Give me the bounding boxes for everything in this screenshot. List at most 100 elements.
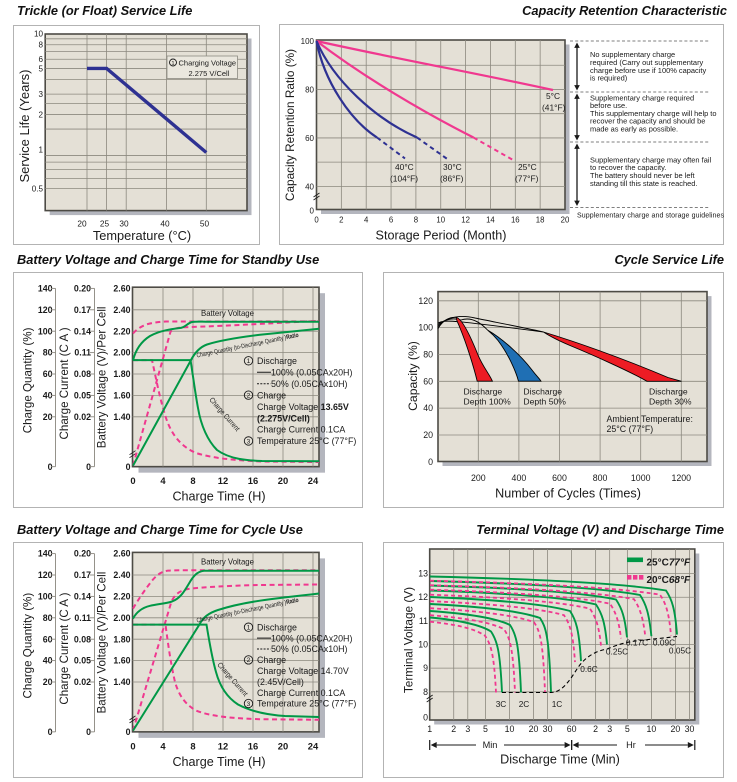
svg-text:24: 24 [308, 740, 319, 751]
svg-text:16: 16 [248, 475, 258, 486]
svg-text:This supplementary charge will: This supplementary charge will help to [590, 109, 717, 118]
svg-text:13: 13 [418, 569, 428, 579]
svg-text:2.20: 2.20 [113, 326, 130, 336]
svg-text:20: 20 [43, 412, 53, 422]
svg-text:100: 100 [38, 592, 53, 602]
svg-text:Discharge Time (Min): Discharge Time (Min) [500, 753, 620, 767]
svg-text:2: 2 [247, 392, 251, 399]
svg-text:5: 5 [625, 724, 630, 734]
svg-text:Charge Quantity (%): Charge Quantity (%) [22, 327, 35, 433]
svg-text:Charging Voltage: Charging Voltage [179, 58, 237, 67]
svg-text:50% (0.05CAx10H): 50% (0.05CAx10H) [271, 644, 348, 654]
svg-text:3: 3 [465, 724, 470, 734]
svg-text:(86°F): (86°F) [440, 174, 464, 184]
svg-text:120: 120 [38, 570, 53, 580]
svg-text:Battery Voltage (V)/Per Cell: Battery Voltage (V)/Per Cell [96, 572, 109, 714]
svg-text:14: 14 [486, 216, 495, 225]
svg-text:Charge Quantity (%): Charge Quantity (%) [22, 593, 35, 699]
svg-text:0.02: 0.02 [74, 677, 91, 687]
svg-text:80: 80 [423, 349, 433, 359]
svg-text:60: 60 [43, 369, 53, 379]
svg-text:0: 0 [126, 462, 131, 472]
svg-text:Temperature 25°C (77°F): Temperature 25°C (77°F) [257, 436, 356, 446]
svg-text:20: 20 [278, 740, 288, 751]
svg-text:1.80: 1.80 [113, 369, 130, 379]
svg-text:30: 30 [543, 724, 553, 734]
svg-text:Depth 100%: Depth 100% [464, 396, 512, 406]
svg-text:(2.45V/Cell): (2.45V/Cell) [257, 677, 304, 687]
svg-text:0: 0 [130, 475, 135, 486]
svg-text:2.60: 2.60 [113, 284, 130, 294]
svg-text:25°C77°F: 25°C77°F [647, 558, 691, 569]
svg-text:Hr: Hr [626, 740, 636, 750]
svg-text:20: 20 [77, 219, 87, 229]
svg-text:2: 2 [38, 111, 43, 120]
svg-text:20: 20 [423, 430, 433, 440]
svg-text:1.60: 1.60 [113, 391, 130, 401]
svg-text:800: 800 [593, 473, 608, 483]
svg-text:0.11: 0.11 [74, 613, 91, 623]
svg-text:0.25C: 0.25C [606, 647, 628, 657]
svg-text:80: 80 [43, 348, 53, 358]
svg-text:0: 0 [86, 727, 91, 737]
svg-text:5°C: 5°C [546, 91, 560, 101]
svg-text:(104°F): (104°F) [390, 174, 418, 184]
svg-text:140: 140 [38, 284, 53, 294]
svg-text:20: 20 [671, 724, 681, 734]
svg-text:12: 12 [418, 592, 428, 602]
svg-text:Charge Current (C A ): Charge Current (C A ) [58, 327, 71, 439]
svg-text:(2.275V/Cell): (2.275V/Cell) [257, 413, 310, 423]
svg-text:8: 8 [38, 41, 43, 50]
svg-text:8: 8 [190, 475, 195, 486]
svg-text:Depth 50%: Depth 50% [523, 396, 566, 406]
svg-text:0.14: 0.14 [74, 326, 91, 336]
svg-text:Terminal Voltage (V): Terminal Voltage (V) [402, 587, 416, 693]
svg-text:Supplementary charge required: Supplementary charge required [590, 93, 694, 102]
svg-text:Discharge: Discharge [649, 387, 688, 397]
svg-text:5: 5 [483, 724, 488, 734]
svg-text:50: 50 [200, 219, 210, 229]
svg-text:1: 1 [427, 724, 432, 734]
svg-text:3: 3 [247, 438, 251, 445]
svg-text:20: 20 [43, 677, 53, 687]
svg-text:0.05: 0.05 [74, 391, 91, 401]
svg-text:4: 4 [364, 216, 369, 225]
svg-text:12: 12 [218, 475, 228, 486]
svg-text:8: 8 [190, 740, 195, 751]
svg-text:20: 20 [529, 724, 539, 734]
svg-text:is required): is required) [590, 74, 628, 83]
svg-text:Charge Current (C A ): Charge Current (C A ) [58, 592, 71, 704]
svg-text:0.05: 0.05 [74, 656, 91, 666]
svg-text:9: 9 [423, 663, 428, 673]
svg-text:Ambient Temperature:: Ambient Temperature: [607, 414, 693, 424]
svg-text:0.02: 0.02 [74, 412, 91, 422]
svg-text:1: 1 [247, 625, 251, 632]
svg-text:Min: Min [483, 740, 498, 750]
svg-text:0.08: 0.08 [74, 634, 91, 644]
svg-text:100% (0.05CAx20H): 100% (0.05CAx20H) [271, 367, 352, 377]
svg-text:25°C: 25°C [518, 162, 537, 172]
svg-text:4: 4 [160, 475, 166, 486]
svg-text:10: 10 [436, 216, 445, 225]
svg-text:standing till this state is re: standing till this state is reached. [590, 179, 698, 188]
svg-text:40: 40 [305, 182, 314, 191]
svg-text:0.17: 0.17 [74, 570, 91, 580]
svg-text:30: 30 [119, 219, 129, 229]
svg-text:16: 16 [248, 740, 258, 751]
svg-text:Temperature 25°C (77°F): Temperature 25°C (77°F) [257, 699, 356, 709]
svg-text:40: 40 [43, 656, 53, 666]
svg-text:0.08: 0.08 [74, 369, 91, 379]
svg-text:10: 10 [646, 724, 656, 734]
svg-text:Capacity Retention Ratio (%): Capacity Retention Ratio (%) [283, 49, 297, 201]
svg-text:0: 0 [314, 216, 319, 225]
svg-text:2.40: 2.40 [113, 305, 130, 315]
svg-text:made as early as possible.: made as early as possible. [590, 125, 678, 134]
svg-text:50% (0.05CAx10H): 50% (0.05CAx10H) [271, 379, 348, 389]
svg-text:Charge: Charge [257, 390, 286, 400]
svg-text:10: 10 [34, 30, 44, 39]
svg-text:Temperature (°C): Temperature (°C) [93, 228, 191, 243]
svg-text:Discharge: Discharge [523, 387, 562, 397]
svg-text:6: 6 [389, 216, 393, 225]
svg-text:60: 60 [43, 634, 53, 644]
svg-text:200: 200 [471, 473, 486, 483]
